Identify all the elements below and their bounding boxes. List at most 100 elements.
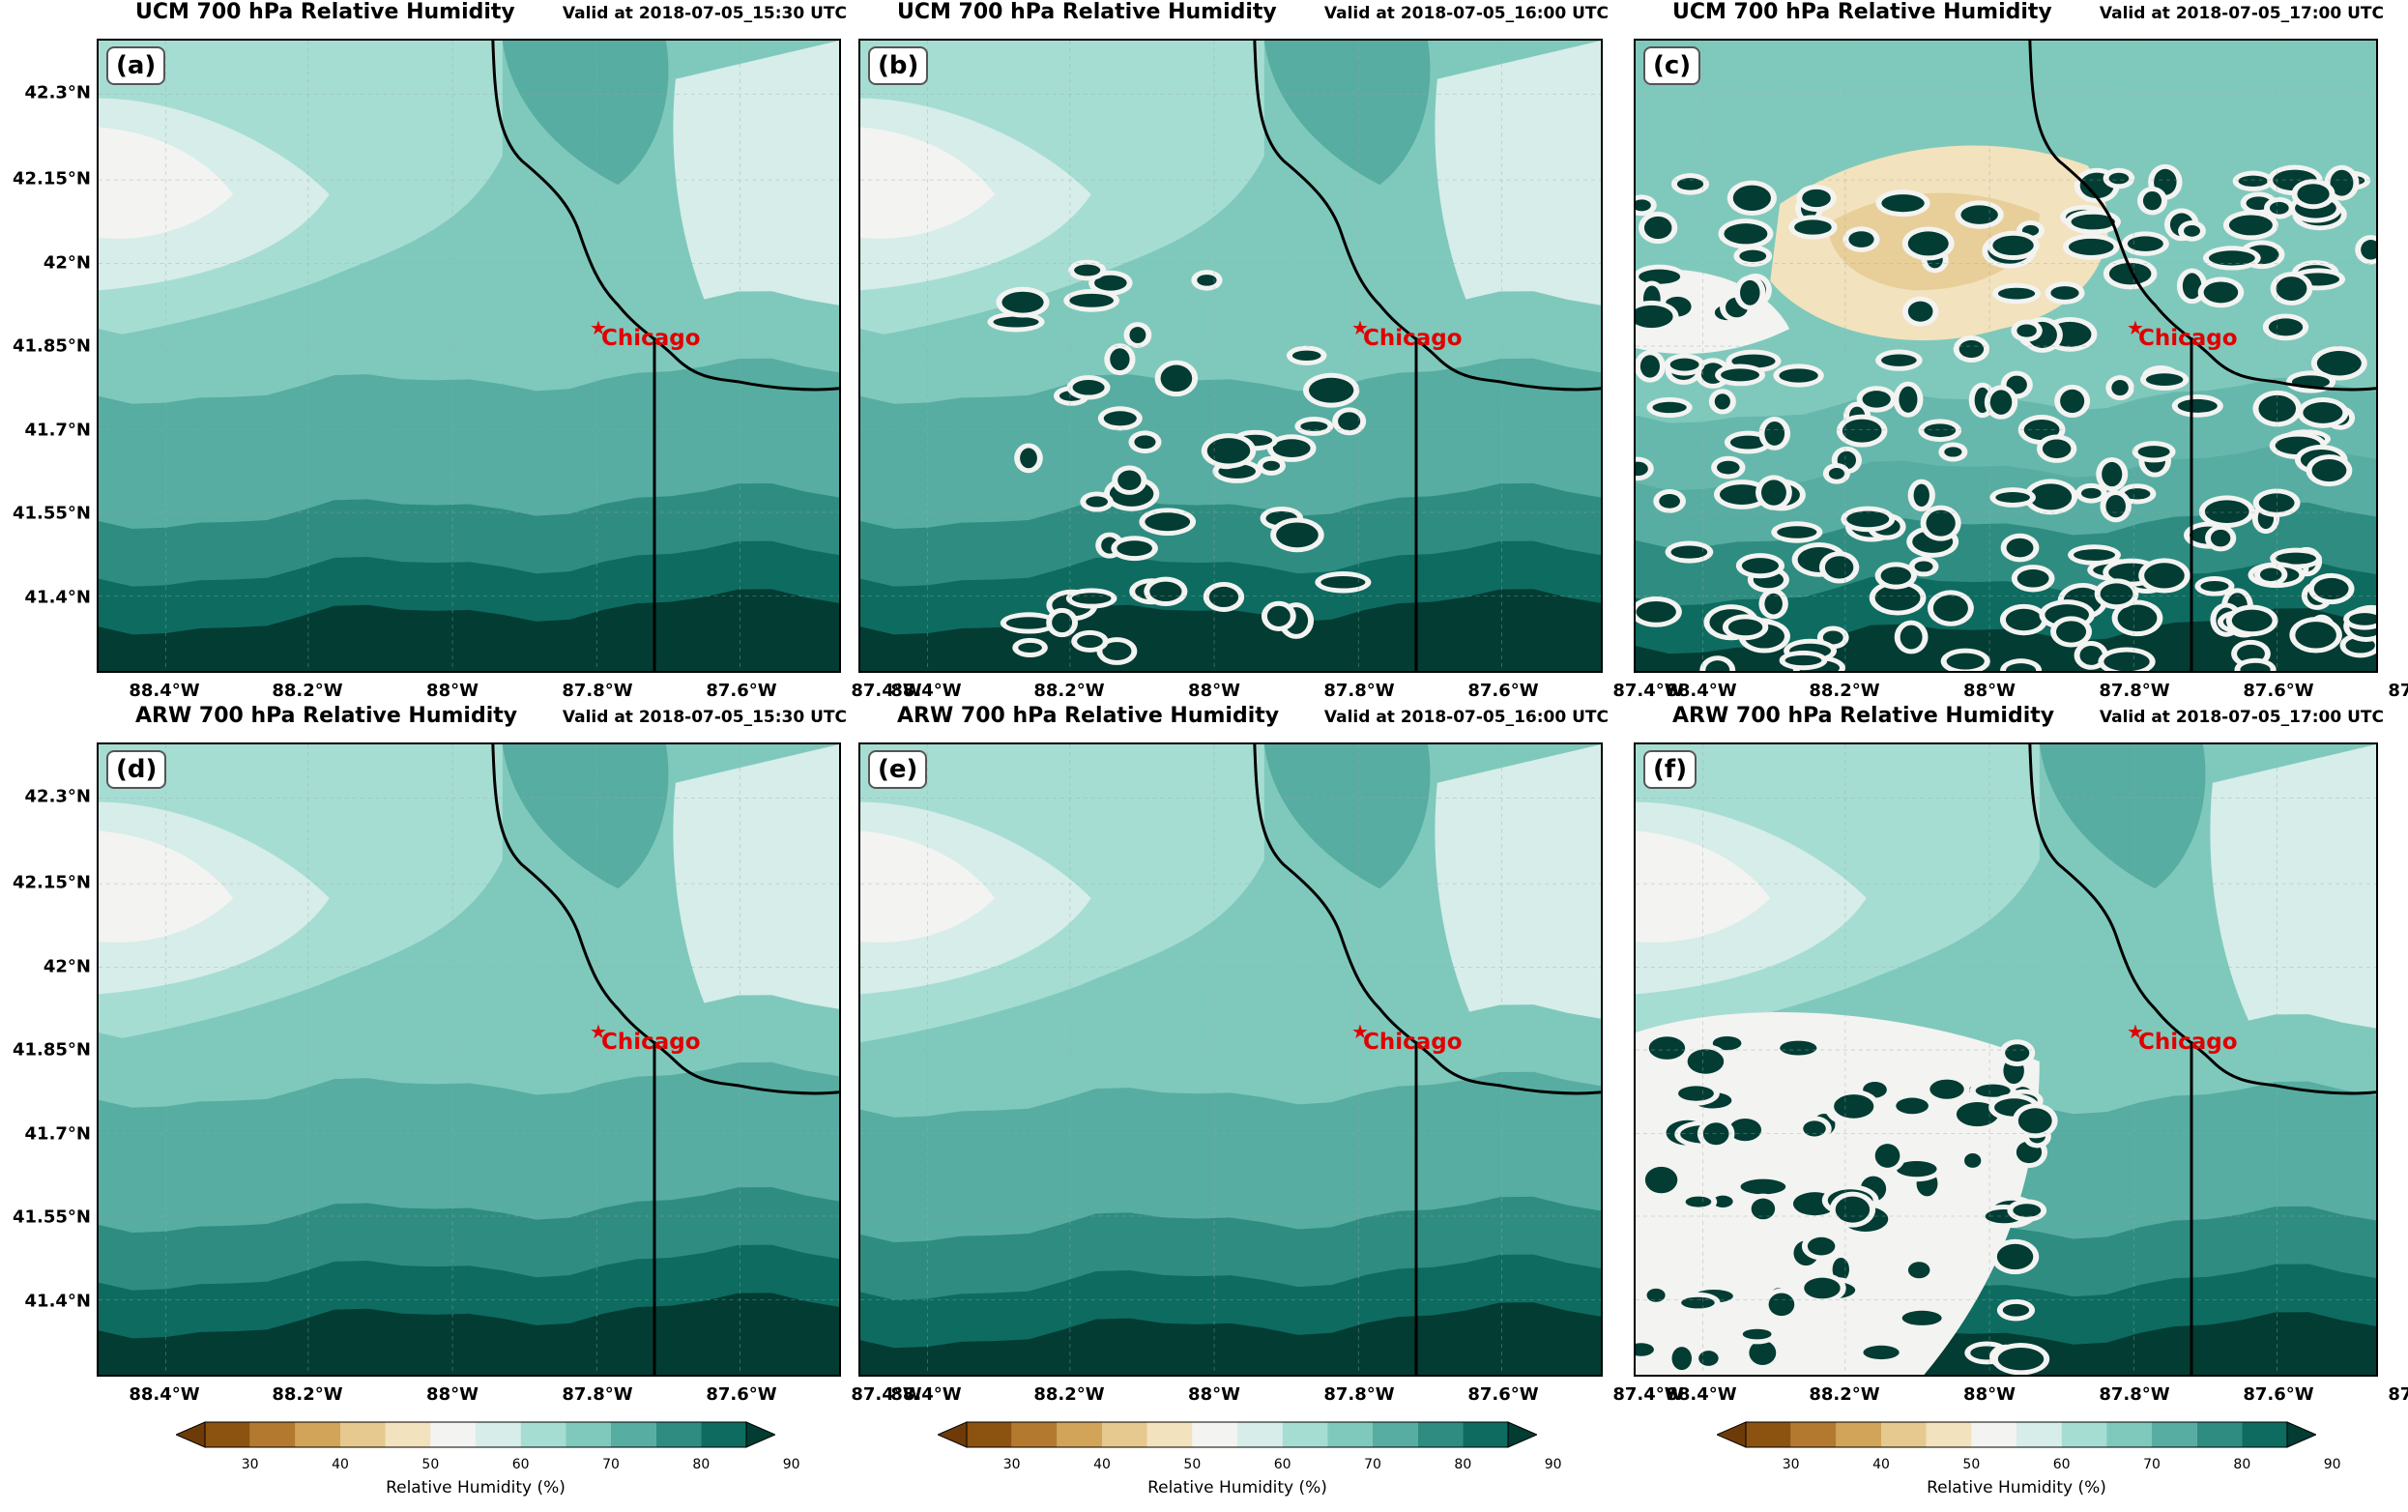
colorbar-tick: 30 (1002, 1457, 1021, 1472)
panel-title: ARW 700 hPa Relative Humidity (1672, 704, 2055, 728)
x-tick-label: 87.6°W (1467, 1384, 1539, 1405)
valid-time: Valid at 2018-07-05_16:00 UTC (1323, 708, 1609, 727)
x-tick-label: 87.8°W (562, 681, 633, 701)
gridlines (1636, 41, 2376, 671)
x-tick-label: 88°W (1188, 681, 1240, 701)
chicago-star-icon: ★ (2127, 316, 2144, 339)
x-tick-label: 87.4°W (2388, 1384, 2408, 1405)
panel-title: ARW 700 hPa Relative Humidity (135, 704, 518, 728)
colorbar-tick: 60 (1273, 1457, 1291, 1472)
x-tick-label: 87.6°W (1467, 681, 1539, 701)
panel-title: ARW 700 hPa Relative Humidity (897, 704, 1280, 728)
panel-c: UCM 700 hPa Relative Humidity Valid at 20… (1634, 0, 2408, 701)
colorbar-extend-high (745, 1421, 775, 1448)
x-tick-label: 88.4°W (129, 681, 200, 701)
valid-time: Valid at 2018-07-05_15:30 UTC (562, 708, 847, 727)
colorbar-extend-low (176, 1421, 206, 1448)
shoreline (2028, 41, 2376, 392)
panel-b: UCM 700 hPa Relative Humidity Valid at 20… (858, 0, 1684, 701)
colorbar-swatches (1717, 1421, 2316, 1448)
colorbar-tick: 90 (2323, 1457, 2341, 1472)
colorbar-extend-low (1717, 1421, 1747, 1448)
x-tick-label: 88.2°W (1809, 1384, 1880, 1405)
y-tick-label: 41.55°N (13, 503, 91, 524)
x-tick-label: 87.4°W (1612, 681, 1684, 701)
valid-time: Valid at 2018-07-05_17:00 UTC (2099, 4, 2384, 23)
x-tick-label: 88.4°W (1666, 1384, 1737, 1405)
gridlines (99, 41, 839, 671)
x-tick-label: 87.4°W (1612, 1384, 1684, 1405)
chicago-star-icon: ★ (590, 316, 607, 339)
city-label: Chicago (1363, 1030, 1463, 1055)
colorbar-tick: 90 (782, 1457, 800, 1472)
panel-label: (d) (106, 750, 167, 789)
y-tick-label: 41.85°N (13, 335, 91, 357)
gridlines (860, 41, 1601, 671)
x-tick-label: 87.6°W (2243, 681, 2314, 701)
city-label: Chicago (601, 1030, 701, 1055)
colorbar-swatches (176, 1421, 775, 1448)
panel-e: ARW 700 hPa Relative Humidity Valid at 20… (858, 704, 1684, 1405)
colorbar-tick: 70 (2143, 1457, 2161, 1472)
colorbar-tick: 70 (1364, 1457, 1381, 1472)
y-tick-label: 42.3°N (24, 82, 91, 103)
panel-d: ARW 700 hPa Relative Humidity Valid at 20… (13, 704, 922, 1405)
shoreline (2028, 744, 2376, 1095)
y-tick-label: 41.7°N (24, 1123, 91, 1145)
gridlines (99, 744, 839, 1375)
colorbar-tick: 70 (602, 1457, 620, 1472)
x-tick-label: 88°W (1963, 681, 2016, 701)
colorbar: 30 40 50 60 70 80 90 Relative Humidity (%) (176, 1418, 800, 1497)
y-tick-label: 42.15°N (13, 872, 91, 893)
colorbar-tick: 40 (332, 1457, 349, 1472)
y-tick-label: 41.85°N (13, 1039, 91, 1061)
map-overlay (860, 41, 1601, 671)
colorbar-tick: 50 (421, 1457, 440, 1472)
chicago-star-icon: ★ (1351, 1020, 1369, 1043)
x-tick-label: 87.8°W (1323, 1384, 1395, 1405)
shoreline (491, 41, 839, 392)
valid-time: Valid at 2018-07-05_15:30 UTC (562, 4, 847, 23)
shoreline (1253, 744, 1601, 1095)
colorbar-tick: 50 (1962, 1457, 1981, 1472)
panel-title: UCM 700 hPa Relative Humidity (1672, 0, 2052, 24)
colorbar-tick: 30 (1782, 1457, 1800, 1472)
panel-label: (b) (868, 46, 929, 85)
shoreline (491, 744, 839, 1095)
y-tick-label: 41.7°N (24, 420, 91, 441)
x-tick-label: 88°W (1188, 1384, 1240, 1405)
shoreline (1253, 41, 1601, 392)
gridlines (1636, 744, 2376, 1375)
map-overlay (99, 41, 839, 671)
chicago-star-icon: ★ (1351, 316, 1369, 339)
map-overlay (860, 744, 1601, 1375)
panel-label: (c) (1643, 46, 1701, 85)
valid-time: Valid at 2018-07-05_16:00 UTC (1323, 4, 1609, 23)
x-tick-label: 88.2°W (1033, 681, 1105, 701)
x-tick-label: 88.4°W (890, 1384, 962, 1405)
y-tick-label: 42°N (43, 252, 91, 274)
panel-f: ARW 700 hPa Relative Humidity Valid at 20… (1634, 704, 2408, 1405)
x-tick-label: 87.4°W (851, 1384, 922, 1405)
x-tick-label: 88.2°W (1033, 1384, 1105, 1405)
city-label: Chicago (2138, 326, 2238, 351)
x-tick-label: 88.4°W (129, 1384, 200, 1405)
panel-title: UCM 700 hPa Relative Humidity (135, 0, 515, 24)
x-tick-label: 88.2°W (272, 681, 343, 701)
map-area: (c) ★ Chicago (1634, 39, 2378, 673)
x-tick-label: 87.8°W (1323, 681, 1395, 701)
x-tick-label: 87.6°W (706, 1384, 777, 1405)
map-overlay (99, 744, 839, 1375)
panel-label: (a) (106, 46, 166, 85)
map-overlay (1636, 744, 2376, 1375)
colorbar-extend-low (938, 1421, 968, 1448)
x-tick-label: 87.8°W (2099, 1384, 2170, 1405)
colorbar-tick: 60 (2052, 1457, 2071, 1472)
x-tick-label: 88.4°W (1666, 681, 1737, 701)
chicago-star-icon: ★ (2127, 1020, 2144, 1043)
x-tick-label: 87.4°W (851, 681, 922, 701)
x-tick-label: 87.6°W (706, 681, 777, 701)
x-tick-label: 88°W (426, 681, 479, 701)
colorbar-tick: 80 (692, 1457, 711, 1472)
map-overlay (1636, 41, 2376, 671)
